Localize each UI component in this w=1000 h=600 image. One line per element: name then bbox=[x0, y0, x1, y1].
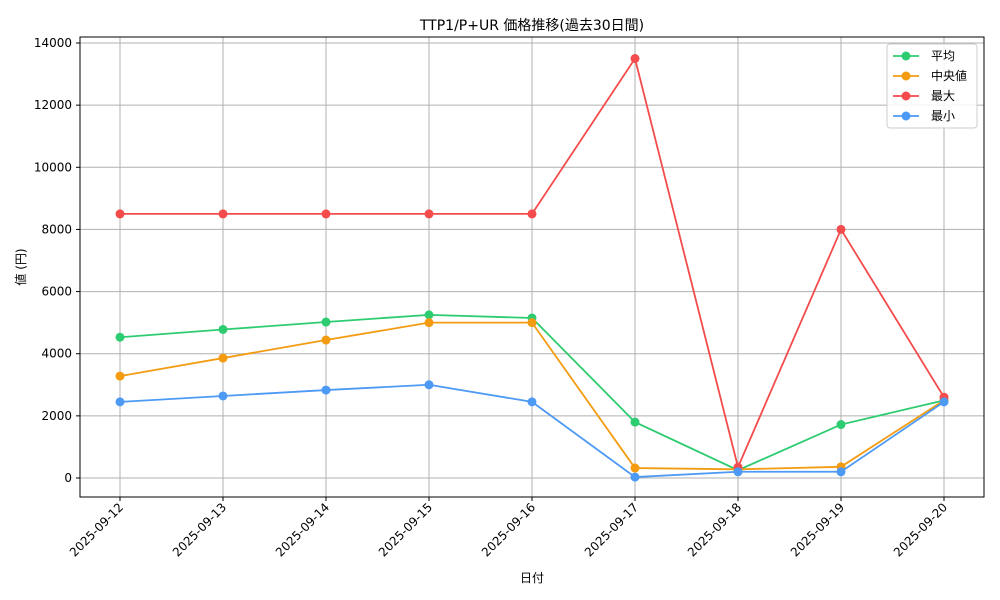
x-tick-label: 2025-09-18 bbox=[685, 500, 744, 559]
grid-lines bbox=[80, 37, 984, 497]
data-point bbox=[836, 467, 846, 477]
legend-marker-icon bbox=[901, 71, 911, 81]
data-point bbox=[218, 324, 228, 334]
data-point bbox=[424, 380, 434, 390]
data-point bbox=[321, 317, 331, 327]
data-point bbox=[321, 335, 331, 345]
x-tick-label: 2025-09-14 bbox=[273, 500, 332, 559]
data-point bbox=[218, 353, 228, 363]
y-tick-label: 12000 bbox=[34, 98, 72, 112]
legend-label: 中央値 bbox=[931, 68, 967, 83]
y-axis-ticks: 0 2000 4000 6000 8000 10000 12000 14000 bbox=[34, 36, 80, 485]
chart-title: TTP1/P+UR 価格推移(過去30日間) bbox=[419, 18, 644, 34]
legend-item: 最小 bbox=[893, 109, 955, 123]
data-point bbox=[115, 209, 125, 219]
y-axis-label: 値 (円) bbox=[13, 248, 28, 285]
data-point bbox=[733, 467, 743, 477]
series-3 bbox=[115, 380, 949, 482]
y-tick-label: 6000 bbox=[41, 285, 72, 299]
data-point bbox=[836, 224, 846, 234]
data-point bbox=[424, 310, 434, 320]
series-2 bbox=[115, 54, 949, 472]
legend-label: 最小 bbox=[931, 109, 955, 123]
data-point bbox=[218, 209, 228, 219]
x-tick-label: 2025-09-17 bbox=[582, 500, 641, 559]
x-tick-label: 2025-09-13 bbox=[170, 500, 229, 559]
x-tick-label: 2025-09-15 bbox=[376, 500, 435, 559]
data-point bbox=[630, 54, 640, 64]
data-point bbox=[115, 371, 125, 381]
y-tick-label: 8000 bbox=[41, 222, 72, 236]
data-point bbox=[115, 397, 125, 407]
data-point bbox=[836, 420, 846, 430]
data-point bbox=[630, 472, 640, 482]
x-tick-label: 2025-09-12 bbox=[67, 500, 126, 559]
legend-item: 最大 bbox=[893, 89, 955, 103]
x-tick-label: 2025-09-16 bbox=[479, 500, 538, 559]
series-1 bbox=[115, 318, 949, 474]
y-tick-label: 2000 bbox=[41, 409, 72, 423]
legend-marker-icon bbox=[901, 51, 911, 61]
legend-item: 平均 bbox=[893, 49, 955, 63]
legend-frame bbox=[886, 43, 978, 129]
data-point bbox=[527, 209, 537, 219]
legend-label: 平均 bbox=[931, 49, 955, 63]
y-tick-label: 0 bbox=[64, 471, 72, 485]
x-axis-ticks: 2025-09-12 2025-09-13 2025-09-14 2025-09-15… bbox=[67, 497, 950, 559]
data-point bbox=[321, 209, 331, 219]
data-point bbox=[527, 397, 537, 407]
data-point bbox=[630, 463, 640, 473]
data-point bbox=[527, 318, 537, 328]
data-point bbox=[424, 318, 434, 328]
y-tick-label: 14000 bbox=[34, 36, 72, 50]
legend-item: 中央値 bbox=[893, 68, 967, 83]
data-point bbox=[218, 391, 228, 401]
data-point bbox=[424, 209, 434, 219]
data-point bbox=[321, 385, 331, 395]
legend-marker-icon bbox=[901, 111, 911, 121]
y-tick-label: 10000 bbox=[34, 160, 72, 174]
x-tick-label: 2025-09-19 bbox=[788, 500, 847, 559]
x-tick-label: 2025-09-20 bbox=[891, 500, 950, 559]
data-point bbox=[115, 332, 125, 342]
data-point bbox=[939, 397, 949, 407]
y-tick-label: 4000 bbox=[41, 347, 72, 361]
legend-label: 最大 bbox=[931, 89, 955, 103]
x-axis-label: 日付 bbox=[520, 571, 544, 585]
data-series bbox=[115, 54, 949, 482]
legend-marker-icon bbox=[901, 91, 911, 101]
data-point bbox=[630, 417, 640, 427]
